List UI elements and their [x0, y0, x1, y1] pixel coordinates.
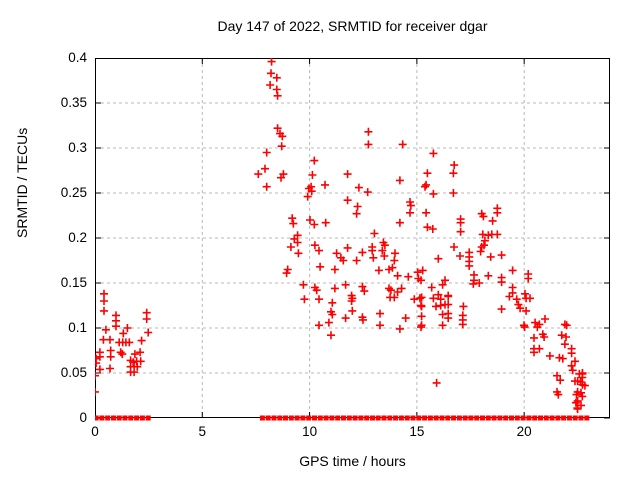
y-tick-label: 0 — [79, 410, 87, 425]
x-tick-label: 0 — [91, 424, 99, 439]
x-tick-label: 5 — [198, 424, 207, 439]
baseline-points — [95, 415, 590, 421]
y-tick-label: 0.3 — [68, 140, 87, 155]
y-tick-label: 0.2 — [68, 230, 87, 245]
x-tick-label: 20 — [516, 424, 532, 439]
y-tick-label: 0.1 — [68, 320, 87, 335]
x-axis-label: GPS time / hours — [299, 453, 406, 469]
y-tick-label: 0.4 — [68, 50, 87, 65]
plot-frame — [95, 58, 610, 418]
x-tick-label: 10 — [302, 424, 318, 439]
data-points — [95, 58, 589, 413]
y-tick-label: 0.15 — [60, 275, 87, 290]
x-tick-label: 15 — [409, 424, 425, 439]
y-tick-label: 0.05 — [60, 365, 87, 380]
y-tick-label: 0.25 — [60, 185, 87, 200]
gridlines — [95, 58, 610, 418]
chart-title: Day 147 of 2022, SRMTID for receiver dga… — [217, 18, 488, 34]
y-tick-label: 0.35 — [60, 95, 87, 110]
plot-area — [95, 58, 610, 421]
tick-marks — [95, 58, 610, 419]
